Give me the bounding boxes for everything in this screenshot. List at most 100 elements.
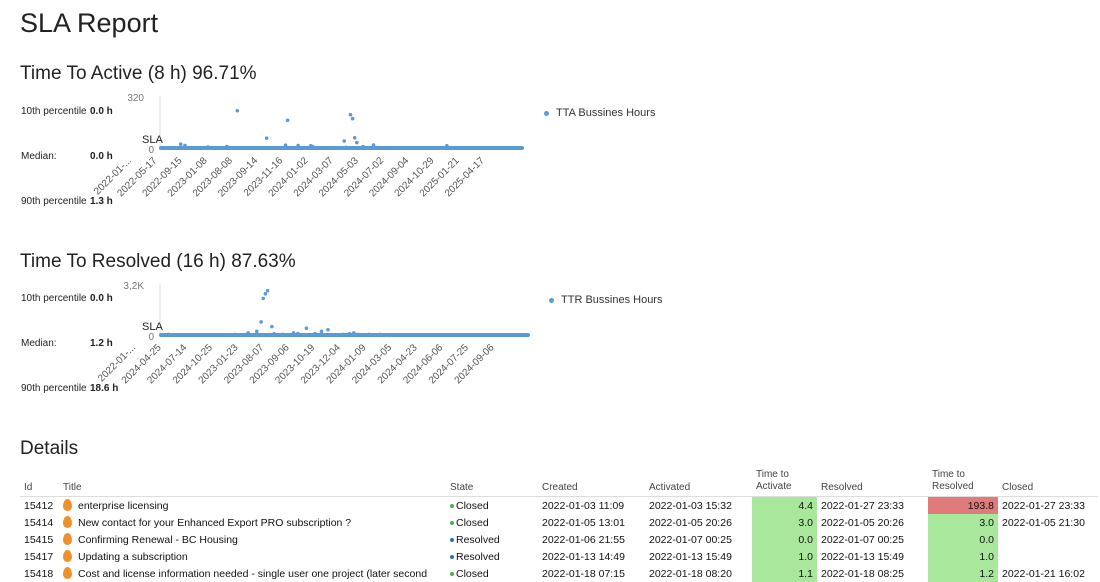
- y-tick-label: 0: [148, 332, 154, 343]
- col-resolved[interactable]: Resolved: [817, 463, 928, 497]
- flame-icon: [63, 516, 72, 528]
- cell-state-text: Resolved: [456, 550, 500, 563]
- cell-time-to-activate: 1.1: [752, 565, 817, 582]
- cell-resolved: 2022-01-05 20:26: [821, 516, 904, 529]
- tta-p10: 10th percentile 0.0 h: [21, 106, 113, 117]
- table-row[interactable]: 15418 Cost and license information needed…: [20, 565, 1098, 582]
- data-point: [380, 146, 384, 151]
- cell-time-to-resolved: 1.0: [928, 548, 998, 565]
- cell-activated: 2022-01-03 15:32: [649, 499, 732, 512]
- data-point: [270, 324, 274, 329]
- data-point: [274, 333, 278, 338]
- cell-title[interactable]: enterprise licensing: [59, 497, 446, 515]
- state-dot-icon: [450, 554, 454, 559]
- cell-state-text: Resolved: [456, 533, 500, 546]
- data-point: [342, 139, 347, 143]
- cell-title[interactable]: Updating a subscription: [59, 548, 446, 565]
- data-point: [424, 146, 428, 151]
- data-point: [352, 331, 356, 335]
- cell-created: 2022-01-05 13:01: [542, 516, 625, 529]
- data-point: [291, 331, 296, 335]
- cell-title[interactable]: Cost and license information needed - si…: [59, 565, 446, 582]
- cell-created: 2022-01-03 11:09: [542, 499, 625, 512]
- data-point: [227, 145, 231, 150]
- cell-time-to-activate: 3.0: [752, 514, 817, 531]
- state-dot-icon: [450, 571, 454, 576]
- data-point: [367, 332, 371, 337]
- data-point: [264, 136, 269, 140]
- data-point: [304, 326, 309, 330]
- flame-icon: [63, 567, 72, 579]
- data-point: [330, 333, 335, 338]
- cell-state-text: Closed: [456, 567, 489, 580]
- ttr-median-label: Median:: [21, 338, 57, 349]
- tta-chart: 3200SLA2022-01-...2022-05-172022-09-1520…: [92, 93, 524, 199]
- data-point: [361, 144, 365, 149]
- col-id[interactable]: Id: [20, 463, 59, 497]
- data-point: [350, 116, 355, 121]
- cell-id: 15417: [24, 550, 54, 563]
- col-time-to-activate[interactable]: Time to Activate: [752, 463, 817, 497]
- cell-closed: [998, 531, 1098, 548]
- tta-legend-label: TTA Bussines Hours: [556, 107, 656, 119]
- data-point: [347, 331, 352, 336]
- cell-closed: 2022-01-21 16:02: [1002, 567, 1085, 580]
- cell-time-to-resolved: 3.0: [928, 514, 998, 531]
- data-point: [384, 146, 388, 151]
- data-point: [300, 146, 305, 151]
- table-row[interactable]: 15414 New contact for your Enhanced Expor…: [20, 514, 1098, 531]
- table-row[interactable]: 15417 Updating a subscription Resolved 2022…: [20, 548, 1098, 565]
- table-row[interactable]: 15412 enterprise licensing Closed 2022-01-0…: [20, 496, 1098, 515]
- data-point: [258, 146, 263, 151]
- cell-closed: 2022-01-05 21:30: [1002, 516, 1085, 529]
- cell-title[interactable]: Confirming Renewal - BC Housing: [59, 531, 446, 548]
- cell-state: Resolved: [446, 548, 538, 565]
- col-time-to-resolved[interactable]: Time to Resolved: [928, 463, 998, 497]
- state-dot-icon: [450, 520, 454, 525]
- cell-state-text: Closed: [456, 499, 489, 512]
- ttr-legend-label: TTR Bussines Hours: [561, 294, 663, 306]
- cell-time-to-activate: 0.0: [752, 531, 817, 548]
- data-point: [356, 332, 360, 337]
- table-row[interactable]: 15415 Confirming Renewal - BC Housing Reso…: [20, 531, 1098, 548]
- data-point: [344, 145, 349, 150]
- data-point: [235, 108, 240, 113]
- ttr-median-value: 1.2 h: [90, 338, 113, 349]
- table-header-row: Id Title State Created Activated Time to…: [20, 463, 1098, 497]
- col-closed[interactable]: Closed: [998, 463, 1098, 497]
- data-point: [226, 333, 231, 338]
- data-point: [287, 333, 291, 337]
- data-point: [466, 146, 470, 151]
- cell-time-to-resolved: 1.2: [928, 565, 998, 582]
- data-point: [283, 143, 288, 147]
- cell-time-to-resolved: 0.0: [928, 531, 998, 548]
- cell-title-text: Cost and license information needed - si…: [78, 568, 428, 580]
- col-state[interactable]: State: [446, 463, 538, 497]
- data-point: [449, 146, 453, 151]
- cell-title-text: Confirming Renewal - BC Housing: [78, 534, 238, 546]
- y-tick-label: 0: [148, 145, 154, 156]
- data-point: [175, 333, 179, 338]
- ttr-p10-label: 10th percentile: [21, 293, 87, 304]
- data-point: [348, 112, 353, 117]
- ttr-p90-label: 90th percentile: [21, 383, 87, 394]
- col-activated[interactable]: Activated: [645, 463, 752, 497]
- cell-title-text: enterprise licensing: [78, 500, 169, 512]
- col-created[interactable]: Created: [538, 463, 645, 497]
- data-point: [319, 329, 324, 334]
- data-point: [371, 143, 376, 147]
- data-point: [263, 292, 268, 296]
- y-tick-label: 3,2K: [123, 281, 144, 292]
- cell-title[interactable]: New contact for your Enhanced Export PRO…: [59, 514, 446, 531]
- details-title: Details: [20, 438, 79, 459]
- ttr-p90: 90th percentile 18.6 h: [21, 383, 118, 394]
- ttr-chart: 3,2K0SLA2022-01-...2024-04-252024-07-142…: [96, 281, 530, 386]
- data-point: [239, 146, 244, 151]
- data-point: [336, 145, 340, 150]
- col-title[interactable]: Title: [59, 463, 446, 497]
- tta-p90-value: 1.3 h: [90, 196, 113, 207]
- data-point: [162, 333, 166, 338]
- cell-closed: [998, 548, 1098, 565]
- data-point: [280, 332, 285, 337]
- data-point: [480, 146, 485, 150]
